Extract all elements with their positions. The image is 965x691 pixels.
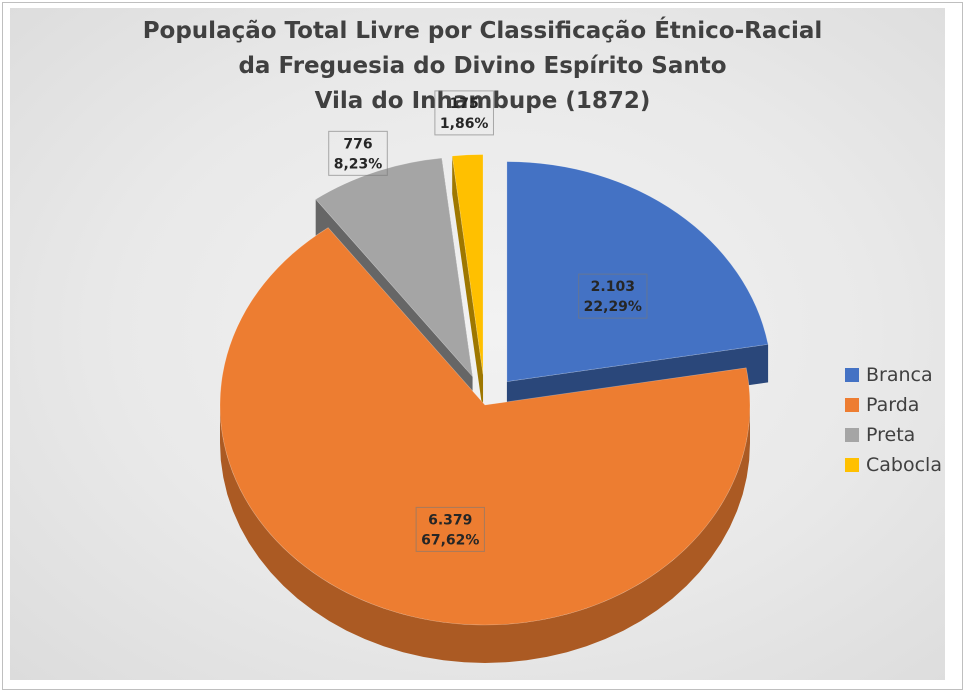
data-label-value-branca: 2.103 bbox=[591, 279, 635, 295]
chart-title-line-1: População Total Livre por Classificação … bbox=[142, 18, 823, 44]
legend-label-parda: Parda bbox=[866, 394, 920, 416]
data-label-cabocla: 175 1,86% bbox=[434, 90, 494, 136]
legend-item-branca: Branca bbox=[845, 360, 942, 390]
chart-title-line-2: da Freguesia do Divino Espírito Santo bbox=[238, 53, 727, 79]
data-label-preta: 776 8,23% bbox=[328, 130, 388, 176]
legend-item-cabocla: Cabocla bbox=[845, 450, 942, 480]
data-label-branca: 2.103 22,29% bbox=[578, 273, 648, 319]
data-label-value-cabocla: 175 bbox=[450, 96, 479, 112]
legend: Branca Parda Preta Cabocla bbox=[845, 360, 942, 480]
legend-swatch-cabocla bbox=[845, 458, 859, 472]
slice-rim-parda bbox=[220, 405, 750, 663]
slice-cut-wall-cabocla-0 bbox=[452, 155, 484, 413]
slice-side-parda bbox=[220, 405, 750, 663]
data-label-box-cabocla bbox=[434, 90, 494, 136]
legend-label-preta: Preta bbox=[866, 424, 916, 446]
legend-item-preta: Preta bbox=[845, 420, 942, 450]
slice-cabocla bbox=[451, 154, 484, 375]
slice-parda bbox=[219, 227, 751, 626]
chart-title-line-3: Vila do Inhambupe (1872) bbox=[314, 88, 651, 114]
data-label-box-preta bbox=[328, 130, 388, 176]
legend-swatch-parda bbox=[845, 398, 859, 412]
legend-swatch-preta bbox=[845, 428, 859, 442]
data-label-percent-preta: 8,23% bbox=[334, 156, 383, 172]
data-label-value-preta: 776 bbox=[343, 136, 372, 152]
slice-side-cabocla bbox=[452, 155, 484, 413]
data-label-box-branca bbox=[578, 273, 648, 319]
data-label-percent-cabocla: 1,86% bbox=[440, 116, 489, 132]
legend-label-branca: Branca bbox=[866, 364, 933, 386]
data-label-parda: 6.379 67,62% bbox=[415, 506, 485, 552]
legend-swatch-branca bbox=[845, 368, 859, 382]
legend-label-cabocla: Cabocla bbox=[866, 454, 942, 476]
slice-preta bbox=[315, 157, 473, 378]
data-label-value-parda: 6.379 bbox=[428, 512, 472, 528]
data-label-percent-branca: 22,29% bbox=[584, 299, 642, 315]
slice-branca bbox=[506, 161, 769, 382]
legend-item-parda: Parda bbox=[845, 390, 942, 420]
data-label-percent-parda: 67,62% bbox=[421, 532, 479, 548]
data-label-box-parda bbox=[415, 506, 485, 552]
